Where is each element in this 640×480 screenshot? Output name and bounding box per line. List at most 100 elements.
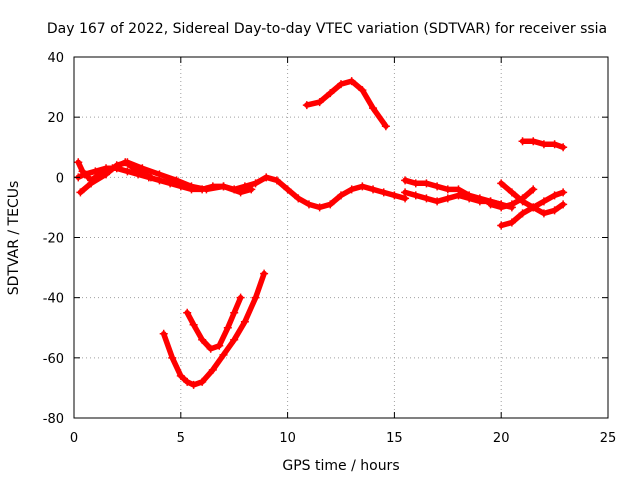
series-arc-3 [74, 158, 155, 185]
data-point [219, 350, 228, 359]
data-point [497, 221, 506, 230]
data-point [262, 173, 271, 182]
data-point [251, 179, 260, 188]
data-point [507, 218, 516, 227]
data-point [529, 185, 538, 194]
data-point [358, 182, 367, 191]
data-point [381, 122, 390, 131]
series-arc-10 [518, 137, 568, 152]
y-tick-label: 20 [47, 111, 64, 126]
series-arc-4 [302, 77, 390, 131]
data-point [236, 293, 245, 302]
data-point [187, 182, 196, 191]
data-point [411, 179, 420, 188]
data-point [529, 137, 538, 146]
data-point [347, 77, 356, 86]
series-arc-11 [159, 269, 269, 389]
data-point [390, 191, 399, 200]
data-point [236, 188, 245, 197]
data-point [302, 101, 311, 110]
data-point [550, 191, 559, 200]
data-point [507, 188, 516, 197]
data-series [74, 77, 568, 389]
data-point [443, 185, 452, 194]
series-line [184, 294, 244, 352]
gridlines [74, 57, 608, 418]
data-point [74, 158, 83, 167]
data-point [347, 185, 356, 194]
data-point [422, 194, 431, 203]
series-arc-2 [76, 158, 256, 197]
data-point [189, 380, 198, 389]
data-point [539, 140, 548, 149]
data-point [315, 98, 324, 107]
data-point [123, 167, 132, 176]
data-point [223, 323, 232, 332]
y-tick-label: 40 [47, 51, 64, 66]
series-line [304, 78, 389, 129]
data-point [230, 335, 239, 344]
data-point [251, 293, 260, 302]
x-tick-label: 25 [600, 431, 617, 446]
series-arc-7 [497, 179, 568, 218]
data-point [215, 341, 224, 350]
x-tick-label: 15 [386, 431, 403, 446]
data-point [559, 188, 568, 197]
series-line [75, 159, 154, 184]
data-point [146, 173, 155, 182]
data-point [539, 209, 548, 218]
data-point [95, 170, 104, 179]
data-point [198, 377, 207, 386]
data-point [358, 86, 367, 95]
series-arc-9 [486, 185, 538, 212]
data-point [337, 191, 345, 200]
x-tick-label: 5 [177, 431, 185, 446]
data-point [78, 167, 87, 176]
data-point [433, 197, 442, 206]
data-point [283, 185, 292, 194]
data-point [202, 185, 211, 194]
y-tick-label: -20 [43, 232, 64, 247]
y-axis-ticks: -80 -60 -40 -20 0 20 40 [43, 51, 608, 427]
data-point [497, 203, 506, 212]
y-tick-label: 0 [56, 171, 64, 186]
data-point [550, 140, 559, 149]
data-point [507, 200, 516, 209]
data-point [326, 89, 335, 98]
chart-title: Day 167 of 2022, Sidereal Day-to-day VTE… [47, 21, 607, 37]
data-point [550, 206, 559, 215]
data-point [454, 191, 463, 200]
data-point [208, 365, 217, 374]
data-point [108, 164, 117, 173]
x-tick-label: 10 [279, 431, 296, 446]
data-point [559, 143, 568, 152]
series-arc-12 [183, 293, 245, 353]
data-point [465, 194, 474, 203]
data-point [189, 320, 198, 329]
series-arc-1 [74, 164, 410, 212]
data-point [183, 308, 192, 317]
data-point [294, 194, 303, 203]
data-point [411, 191, 420, 200]
data-point [369, 104, 378, 113]
x-tick-label: 0 [70, 431, 78, 446]
series-arc-8 [497, 188, 568, 230]
y-axis-label: SDTVAR / TECUs [6, 181, 22, 296]
data-point [134, 167, 143, 176]
data-point [326, 200, 335, 209]
data-point [529, 203, 538, 212]
data-point [121, 158, 130, 167]
data-point [76, 188, 85, 197]
data-point [497, 179, 506, 188]
data-point [304, 200, 313, 209]
data-point [518, 194, 527, 203]
data-point [272, 176, 281, 185]
data-point [155, 170, 164, 179]
data-point [433, 182, 442, 191]
x-axis-ticks: 0 5 10 15 20 25 [70, 57, 616, 446]
data-point [379, 188, 388, 197]
data-point [315, 203, 324, 212]
data-point [206, 344, 215, 353]
data-point [176, 371, 185, 380]
